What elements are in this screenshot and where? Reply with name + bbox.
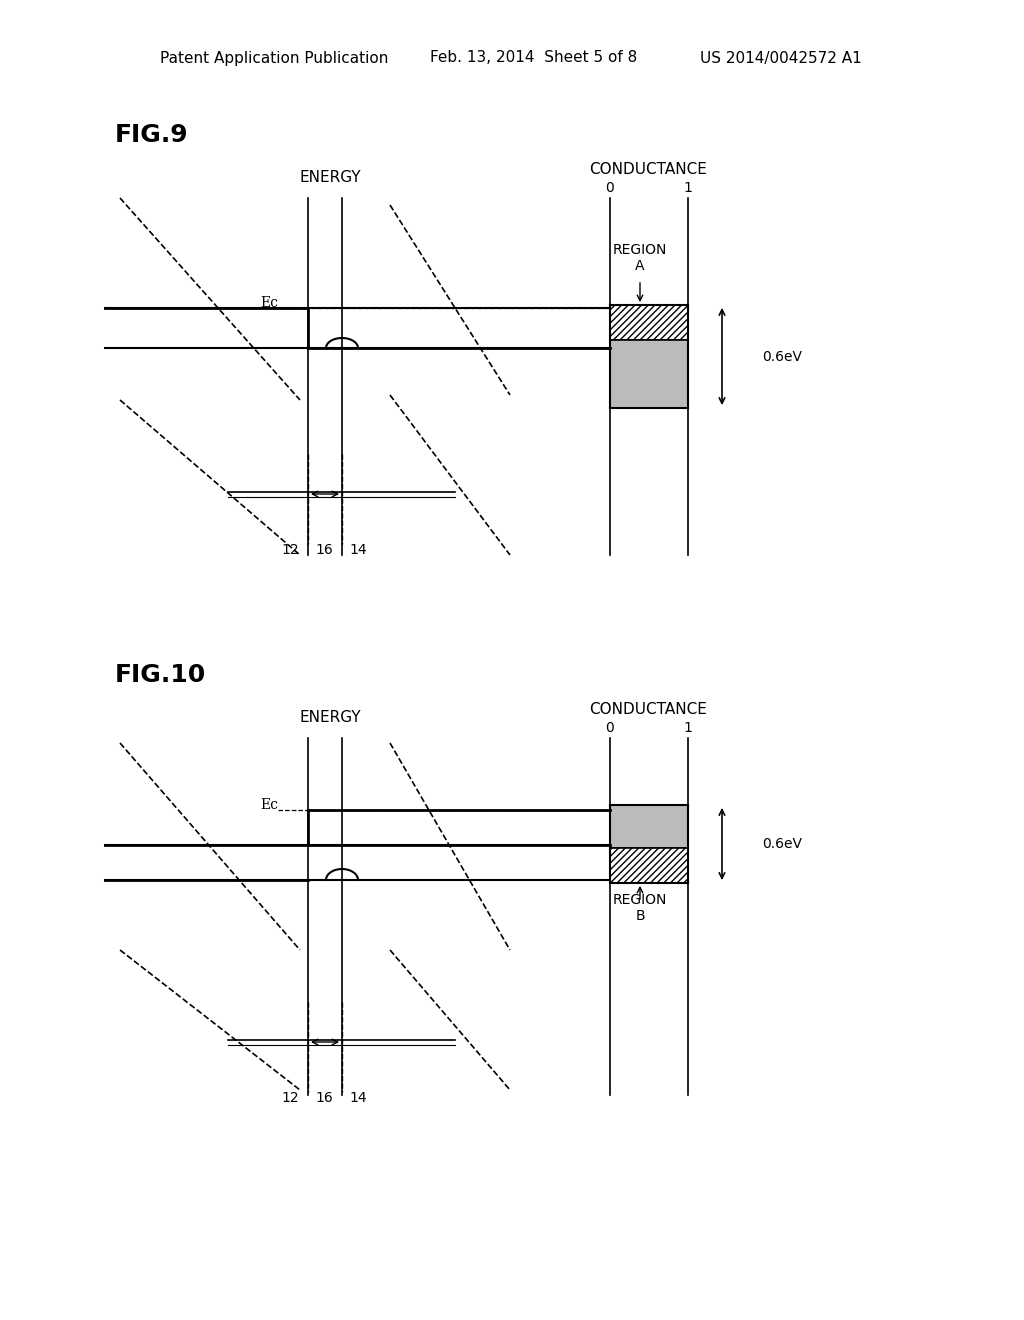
- Text: 16: 16: [315, 1092, 333, 1105]
- Bar: [610, 805, 688, 847]
- Text: 12: 12: [282, 1092, 299, 1105]
- Text: Feb. 13, 2014  Sheet 5 of 8: Feb. 13, 2014 Sheet 5 of 8: [430, 50, 637, 66]
- Text: 12: 12: [282, 543, 299, 557]
- Text: REGION
A: REGION A: [612, 243, 668, 273]
- Text: 16: 16: [315, 543, 333, 557]
- Text: CONDUCTANCE: CONDUCTANCE: [589, 162, 707, 177]
- Text: Ec: Ec: [260, 296, 278, 310]
- Text: US 2014/0042572 A1: US 2014/0042572 A1: [700, 50, 862, 66]
- Text: CONDUCTANCE: CONDUCTANCE: [589, 702, 707, 718]
- Text: Patent Application Publication: Patent Application Publication: [160, 50, 388, 66]
- Text: FIG.10: FIG.10: [115, 663, 206, 686]
- Text: FIG.9: FIG.9: [115, 123, 188, 147]
- Text: REGION
B: REGION B: [612, 892, 668, 923]
- Text: Ec: Ec: [260, 799, 278, 812]
- Text: 1: 1: [684, 181, 692, 195]
- Bar: [610, 847, 688, 883]
- Text: ENERGY: ENERGY: [299, 710, 360, 726]
- Bar: [610, 305, 688, 341]
- Text: 0: 0: [605, 181, 614, 195]
- Text: ENERGY: ENERGY: [299, 170, 360, 186]
- Text: 0.6eV: 0.6eV: [762, 837, 802, 851]
- Text: 1: 1: [684, 721, 692, 735]
- Text: 14: 14: [349, 543, 367, 557]
- Text: 0.6eV: 0.6eV: [762, 350, 802, 364]
- Text: 14: 14: [349, 1092, 367, 1105]
- Text: 0: 0: [605, 721, 614, 735]
- Bar: [610, 341, 688, 408]
